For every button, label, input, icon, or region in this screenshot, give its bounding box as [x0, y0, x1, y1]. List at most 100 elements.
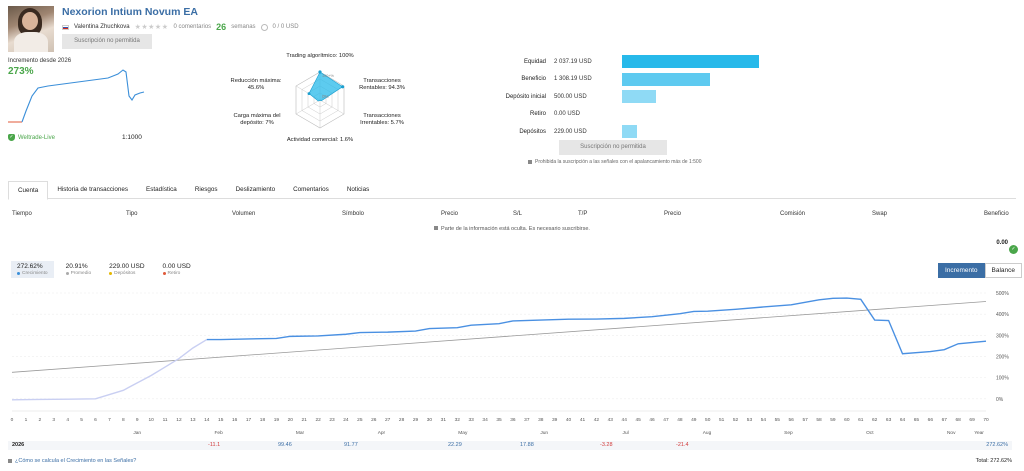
column-header[interactable]: Comisión [780, 211, 806, 217]
x-tick-label: 31 [441, 417, 447, 423]
balance-label: Depósito inicial [505, 93, 546, 100]
column-header[interactable]: Precio [664, 211, 682, 217]
x-tick-label: 24 [343, 417, 349, 423]
signal-title[interactable]: Nexorion Intium Novum EA [62, 6, 198, 18]
broker-link[interactable]: ✓ Weltrade-Live [8, 134, 55, 141]
tab-2[interactable]: Estadística [146, 186, 177, 193]
balance-bar [622, 125, 638, 138]
growth-stats: 272.62% Crecimiento 20.91% Promedio 229.00 U… [11, 261, 203, 278]
x-tick-label: 43 [608, 417, 614, 423]
weeks-label: semanas [231, 24, 256, 30]
x-tick-label: 26 [371, 417, 377, 423]
radar-label-irrentables: Transacciones Irrentables: 5.7% [360, 113, 404, 127]
x-tick-label: 66 [928, 417, 934, 423]
radar-label-actividad: Actividad comercial: 1.6% [286, 137, 354, 143]
month-label: Year [974, 430, 984, 436]
x-tick-label: 60 [844, 417, 850, 423]
x-tick-label: 46 [649, 417, 655, 423]
x-tick-label: 55 [775, 417, 781, 423]
balance-value: 1 308.19 USD [554, 76, 592, 82]
column-header[interactable]: T/P [578, 211, 588, 217]
subscribers-icon [260, 23, 268, 31]
x-tick-label: 6 [94, 417, 97, 423]
balance-value: 2 037.19 USD [554, 58, 592, 65]
subscribe-button[interactable]: Suscripción no permitida [62, 34, 152, 49]
tab-6[interactable]: Noticias [346, 186, 370, 193]
growth-calc-link[interactable]: ¿Cómo se calcula el Crecimiento en las S… [8, 458, 136, 464]
help-icon [8, 459, 12, 463]
column-header[interactable]: Swap [872, 211, 888, 217]
column-header[interactable]: S/L [513, 211, 523, 217]
x-tick-label: 8 [122, 417, 125, 423]
tab-0[interactable]: Cuenta [8, 181, 49, 200]
tab-bar: Cuenta Historia de transacciones Estadísti… [8, 181, 1016, 200]
stat-label: Retiro [167, 271, 181, 276]
month-label: Nov [947, 430, 956, 436]
x-tick-label: 33 [468, 417, 474, 423]
x-tick-label: 69 [969, 417, 975, 423]
tab-3[interactable]: Riesgos [194, 186, 218, 193]
column-header[interactable]: Precio [441, 211, 459, 217]
month-label: May [458, 430, 468, 436]
column-header[interactable]: Volumen [232, 211, 256, 217]
x-tick-label: 20 [288, 417, 294, 423]
x-tick-label: 3 [52, 417, 55, 423]
author-avatar[interactable] [8, 6, 54, 52]
x-tick-label: 13 [190, 417, 196, 423]
balance-label: Beneficio [521, 76, 546, 82]
growth-since-value: 273% [8, 66, 34, 77]
month-label: Aug [703, 430, 712, 436]
column-header[interactable]: Tiempo [12, 211, 32, 217]
x-tick-label: 39 [552, 417, 558, 423]
shield-badge-icon[interactable]: ✓ [1009, 245, 1018, 254]
x-tick-label: 10 [148, 417, 154, 423]
month-growth-value: 91.77 [344, 442, 358, 448]
stat-item: 229.00 USD Depósitos [103, 261, 150, 278]
total-growth: Total: 272.62% [975, 458, 1012, 464]
y-tick-label: 300% [996, 333, 1009, 339]
x-tick-label: 50 [705, 417, 711, 423]
trend-line [11, 301, 987, 373]
comments-count[interactable]: 0 comentarios [173, 24, 212, 30]
x-tick-label: 56 [789, 417, 795, 423]
legend-dot-icon [162, 272, 166, 275]
trade-table-header: Tiempo Tipo Volumen Símbolo Precio S/L T/P Prec… [8, 211, 1012, 221]
column-header[interactable]: Beneficio [984, 211, 1009, 217]
month-label: Feb [214, 430, 223, 436]
balance-value: 0.00 USD [554, 111, 581, 117]
month-label: Jun [540, 430, 548, 436]
legend-dot-icon [65, 272, 69, 275]
x-tick-label: 30 [427, 417, 433, 423]
x-tick-label: 2 [38, 417, 41, 423]
subscribe-button-2[interactable]: Suscripción no permitida [559, 140, 667, 155]
month-growth-value: -21.4 [676, 442, 689, 448]
x-tick-label: 25 [357, 417, 363, 423]
balance-toggle[interactable]: Balance [984, 263, 1023, 278]
incremento-toggle[interactable]: Incremento [938, 263, 985, 278]
balance-label: Retiro [529, 111, 546, 117]
tab-5[interactable]: Comentarios [293, 186, 329, 193]
shield-check-icon: ✓ [8, 134, 15, 141]
column-header[interactable]: Tipo [126, 211, 138, 217]
x-tick-label: 1 [25, 417, 28, 423]
x-tick-label: 59 [830, 417, 836, 423]
x-tick-label: 15 [218, 417, 224, 423]
x-tick-label: 38 [538, 417, 544, 423]
author-name[interactable]: Valentina Zhuchkova [74, 24, 130, 30]
lock-icon [434, 226, 439, 230]
leverage-note: Prohibida la suscripción a las señales c… [528, 159, 702, 165]
hidden-info-note: Parte de la información está oculta. Es … [0, 226, 1024, 232]
balance-row: Retiro 0.00 USD [476, 108, 622, 121]
x-tick-label: 9 [136, 417, 139, 423]
tab-4[interactable]: Deslizamiento [235, 186, 276, 193]
x-tick-label: 14 [204, 417, 210, 423]
x-tick-label: 28 [399, 417, 405, 423]
balance-label: Depósitos [519, 128, 546, 135]
x-tick-label: 32 [455, 417, 461, 423]
balance-value: 229.00 USD [554, 128, 587, 135]
tab-1[interactable]: Historia de transacciones [57, 186, 129, 193]
column-header[interactable]: Símbolo [342, 211, 365, 217]
x-tick-label: 47 [663, 417, 669, 423]
broker-name[interactable]: Weltrade-Live [18, 134, 55, 141]
x-tick-label: 21 [302, 417, 308, 423]
